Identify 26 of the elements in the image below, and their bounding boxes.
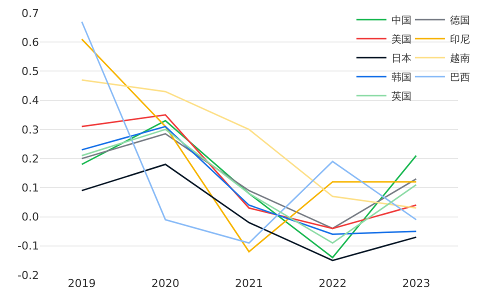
legend-label: 美国 [391, 34, 412, 46]
legend-label: 越南 [450, 52, 470, 65]
y-tick-label: 0.0 [22, 210, 39, 224]
y-tick-label: 0.5 [22, 65, 39, 78]
y-tick-label: 0.3 [22, 123, 39, 136]
y-tick-label: 0.6 [22, 36, 39, 49]
legend-label: 德国 [450, 16, 470, 27]
x-tick-label: 2020 [151, 277, 180, 290]
y-tick-label: -0.2 [18, 268, 39, 282]
y-tick-label: 0.4 [22, 94, 39, 108]
legend-label: 英国 [391, 90, 412, 103]
y-tick-label: 0.7 [22, 6, 39, 20]
legend-label: 巴西 [450, 72, 470, 84]
x-tick-label: 2021 [235, 277, 263, 290]
legend-label: 韩国 [391, 72, 412, 84]
x-tick-label: 2019 [68, 277, 96, 290]
y-tick-label: 0.2 [22, 152, 39, 166]
line-series [81, 164, 417, 262]
line-series [81, 120, 417, 258]
legend-label: 中国 [391, 14, 412, 27]
legend-label: 日本 [391, 52, 412, 65]
y-tick-label: -0.1 [18, 240, 39, 253]
x-tick-label: 2022 [318, 277, 347, 290]
x-tick-label: 2023 [402, 277, 430, 290]
y-tick-label: 0.1 [22, 182, 39, 195]
legend-label: 印尼 [450, 34, 470, 46]
